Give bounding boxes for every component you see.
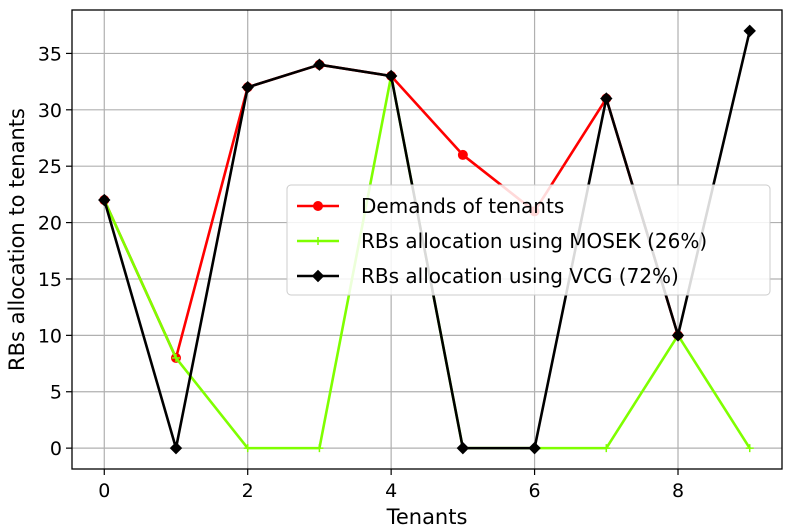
y-tick-label: 25 — [38, 156, 62, 178]
data-point — [315, 444, 324, 453]
data-point — [243, 444, 252, 453]
data-point — [528, 441, 541, 455]
data-point — [743, 24, 756, 38]
data-point — [745, 444, 754, 453]
y-tick-label: 10 — [38, 325, 62, 347]
data-point — [384, 69, 398, 83]
y-tick-label: 35 — [38, 43, 62, 65]
legend-item: RBs allocation using MOSEK (26%) — [297, 229, 707, 253]
y-tick-label: 0 — [50, 438, 62, 460]
data-point — [456, 441, 470, 455]
data-point — [600, 92, 613, 105]
y-axis-label: RBs allocation to tenants — [5, 108, 29, 371]
x-tick-label: 8 — [672, 480, 684, 502]
x-tick-label: 6 — [529, 480, 541, 502]
plot-area-frame — [71, 9, 783, 470]
legend-box — [286, 184, 771, 296]
x-tick-label: 4 — [385, 480, 397, 502]
x-tick-label: 2 — [242, 480, 254, 502]
x-tick-label: 0 — [98, 480, 110, 502]
legend: Demands of tenants RBs allocation using M… — [286, 184, 771, 296]
legend-label: RBs allocation using VCG (72%) — [361, 264, 679, 288]
data-point — [457, 149, 468, 160]
legend-item: RBs allocation using VCG (72%) — [297, 264, 679, 288]
data-point — [171, 353, 180, 362]
data-point — [671, 329, 685, 342]
data-point — [169, 441, 183, 455]
data-point — [98, 193, 111, 207]
x-axis-label: Tenants — [386, 505, 468, 529]
legend-marker — [311, 269, 325, 283]
data-point — [313, 58, 326, 71]
axis-ticks: 0 2 4 6 8 0 5 10 15 20 25 30 35 — [38, 43, 684, 502]
legend-item: Demands of tenants — [297, 194, 564, 218]
y-tick-label: 20 — [38, 213, 62, 235]
y-tick-label: 30 — [38, 100, 62, 122]
y-tick-label: 15 — [38, 269, 62, 291]
legend-label: RBs allocation using MOSEK (26%) — [361, 229, 707, 253]
data-point — [602, 444, 611, 453]
legend-marker — [313, 201, 323, 211]
data-point — [241, 81, 254, 94]
legend-label: Demands of tenants — [361, 194, 564, 218]
legend-marker — [314, 237, 322, 245]
y-tick-label: 5 — [50, 382, 62, 404]
